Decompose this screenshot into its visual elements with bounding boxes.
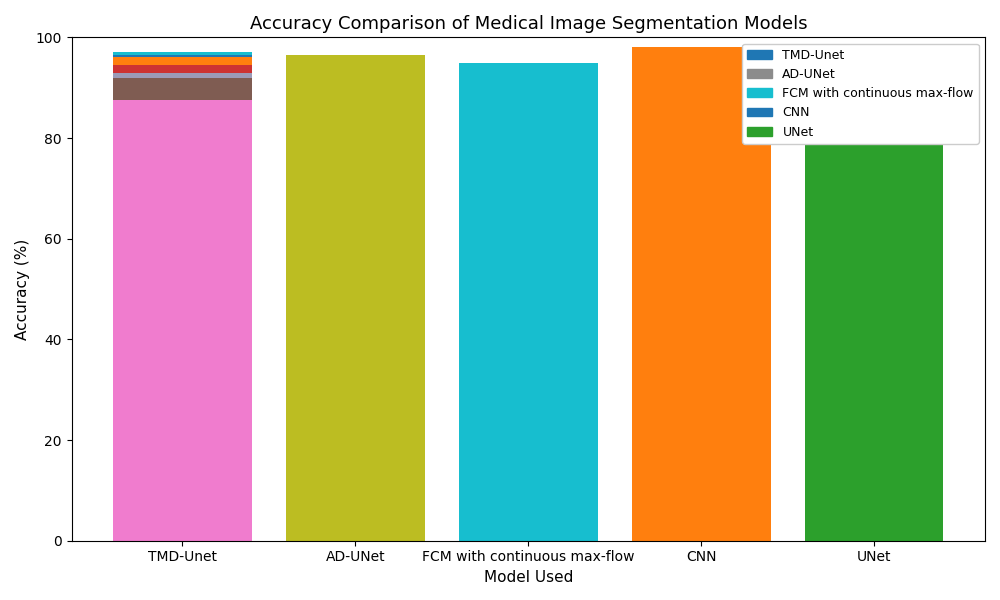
Legend: TMD-Unet, AD-UNet, FCM with continuous max-flow, CNN, UNet: TMD-Unet, AD-UNet, FCM with continuous m… [742, 44, 979, 143]
Bar [459, 62, 598, 541]
Bar [113, 55, 252, 58]
Bar [113, 77, 252, 100]
X-axis label: Model Used: Model Used [484, 570, 573, 585]
Bar [286, 55, 425, 541]
Bar [805, 140, 943, 541]
Bar [113, 58, 252, 65]
Bar [113, 52, 252, 55]
Bar [113, 73, 252, 77]
Bar [113, 100, 252, 541]
Bar [632, 47, 771, 541]
Y-axis label: Accuracy (%): Accuracy (%) [15, 238, 30, 340]
Title: Accuracy Comparison of Medical Image Segmentation Models: Accuracy Comparison of Medical Image Seg… [250, 15, 807, 33]
Bar [805, 52, 943, 541]
Bar [113, 65, 252, 73]
